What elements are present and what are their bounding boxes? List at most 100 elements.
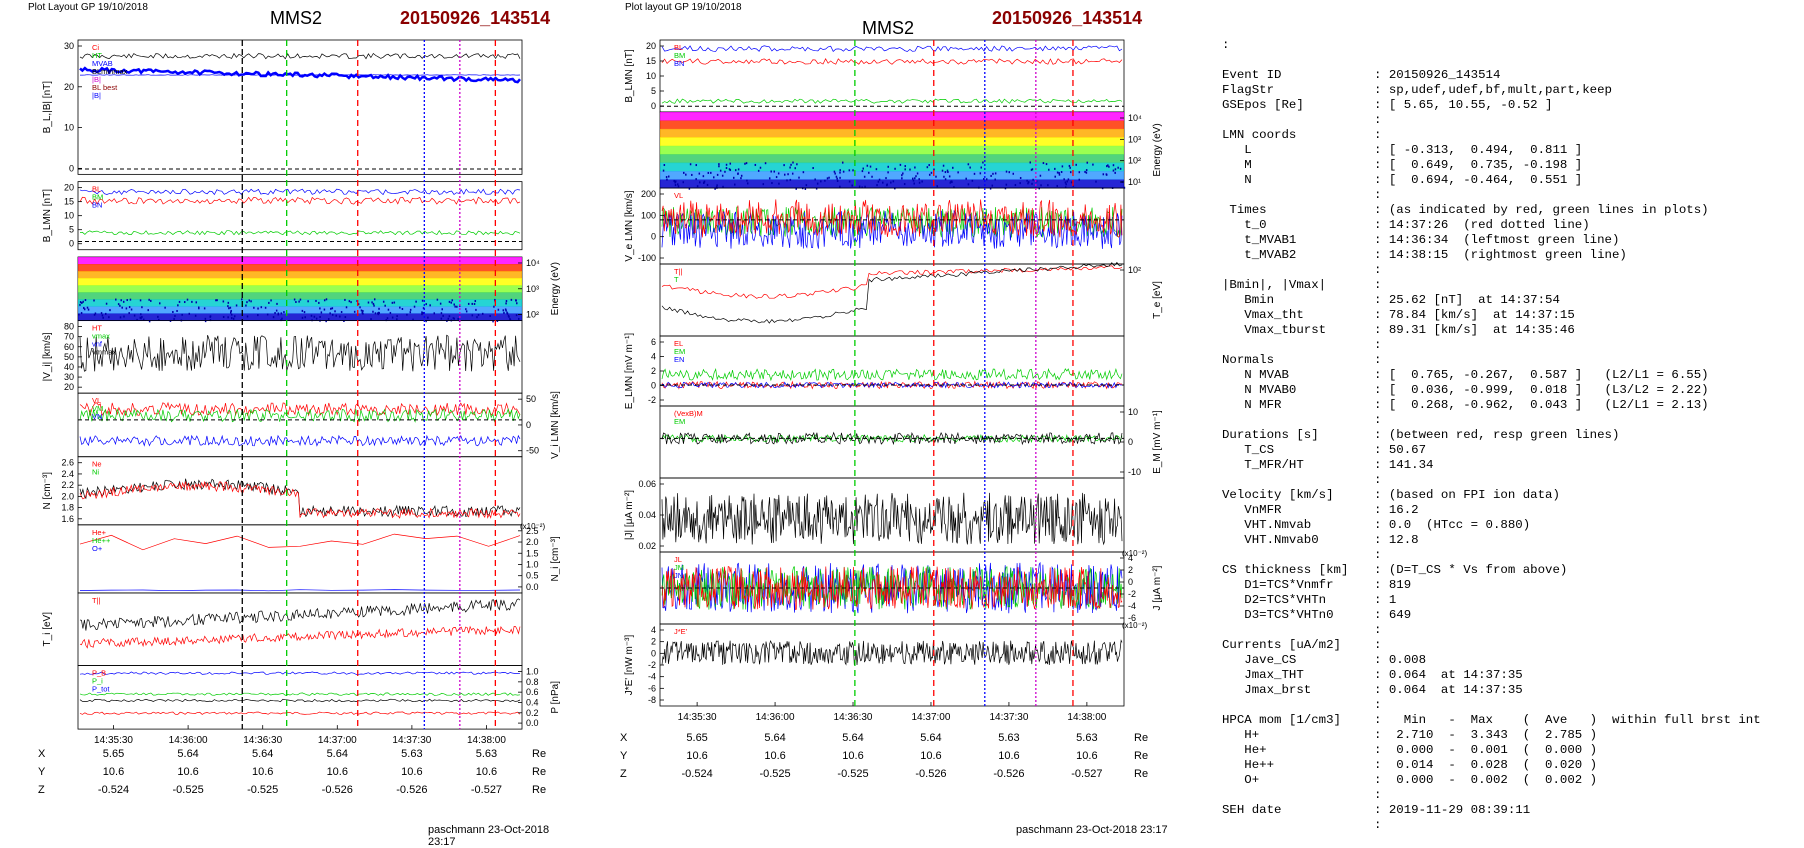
series-line [79, 66, 521, 84]
info-key: Jmax_brst [1222, 683, 1312, 697]
spectrogram-speck [989, 187, 992, 190]
y-tick-label: 0.02 [638, 541, 656, 551]
spectrogram-speck [885, 177, 887, 180]
info-row: |Bmin|, |Vmax|: [1222, 278, 1792, 293]
legend-entry: T [674, 275, 679, 284]
spectrogram-speck [777, 172, 780, 175]
pos-unit: Re [1134, 732, 1149, 744]
spectrogram-band [78, 285, 522, 293]
spectrogram-speck [120, 299, 122, 302]
spectrogram-speck [427, 316, 429, 319]
spectrogram-speck [745, 162, 748, 165]
spectrogram-speck [230, 311, 232, 314]
spectrogram-speck [448, 300, 451, 303]
spectrogram-speck [737, 168, 740, 171]
spectrogram-speck [453, 317, 455, 320]
x-tick-label: 14:35:30 [94, 735, 133, 746]
pos-axis-label: Z [38, 784, 45, 796]
y-tick-label: 4 [651, 352, 656, 362]
spectrogram-speck [696, 185, 699, 188]
panel-J: 0.06 0.04 0.02|J| [μA m⁻²] [624, 477, 1125, 553]
spectrogram-speck [1084, 170, 1086, 173]
info-value: : 0.0 (HTcc = 0.880) [1374, 518, 1531, 532]
info-value: : [1374, 548, 1382, 562]
spectrogram-speck [216, 299, 218, 302]
info-key: T_CS [1222, 443, 1275, 457]
spectrogram-speck [699, 181, 701, 184]
info-row: Times: (as indicated by red, green lines… [1222, 203, 1792, 218]
spectrogram-speck [1039, 174, 1042, 177]
info-row: N MVAB: [ 0.765, -0.267, 0.587 ] (L2/L1 … [1222, 368, 1792, 383]
spectrogram-speck [794, 167, 796, 170]
pos-unit: Re [532, 784, 547, 796]
pos-value: -0.526 [396, 784, 428, 796]
spectrogram-speck [422, 307, 425, 310]
spectrogram-speck [203, 307, 206, 310]
spectrogram-speck [683, 171, 685, 174]
spectrogram-speck [385, 319, 388, 322]
info-row: : [1222, 473, 1792, 488]
info-key: L [1222, 143, 1252, 157]
legend-entry: P_tot [92, 685, 110, 694]
spectrogram-speck [350, 301, 352, 304]
spectrogram-speck [841, 161, 844, 164]
y-axis-label: V_e LMN [km/s] [624, 190, 635, 261]
y-tick-label-right: 1.5 [526, 548, 539, 558]
spectrogram-speck [773, 170, 775, 173]
info-value: : 0.014 - 0.028 ( 0.020 ) [1374, 758, 1598, 772]
series-line [661, 98, 1123, 104]
spectrogram-speck [1035, 180, 1038, 183]
spectrogram-speck [325, 320, 327, 323]
spectrogram-speck [950, 180, 952, 183]
pos-axis-label: X [38, 748, 46, 760]
info-value: : [1374, 263, 1382, 277]
legend-entry: BM [674, 51, 685, 60]
spectrogram-speck [985, 178, 988, 181]
panel-frame [77, 39, 523, 175]
spectrogram-speck [340, 311, 343, 314]
info-value: : [1374, 278, 1382, 292]
series-line [661, 45, 1123, 52]
spectrogram-speck [946, 169, 949, 172]
y-tick-label-right: 0.4 [526, 697, 539, 707]
spectrogram-speck [373, 298, 376, 301]
info-row: VnMFR: 16.2 [1222, 503, 1792, 518]
pos-value: 10.6 [920, 750, 942, 762]
info-row: LMN coords: [1222, 128, 1792, 143]
info-row: t_MVAB2: 14:38:15 (rightmost green line) [1222, 248, 1792, 263]
spectrogram-speck [877, 180, 880, 183]
spectrogram-speck [746, 179, 748, 182]
spectrogram-speck [448, 315, 451, 318]
info-value: : 14:38:15 (rightmost green line) [1374, 248, 1627, 262]
legend-entry: vmmax [92, 348, 116, 357]
info-value: : [1374, 818, 1382, 832]
info-key: VHT.Nmvab [1222, 518, 1312, 532]
y-tick-label: -100 [638, 253, 656, 263]
spectrogram-band [660, 162, 1124, 172]
x-tick-label: 14:37:30 [392, 735, 431, 746]
spectrogram-speck [921, 180, 923, 183]
legend-entry: VN [92, 412, 102, 421]
info-value: : [1374, 188, 1382, 202]
y-tick-label: 20 [646, 41, 656, 51]
spectrogram-speck [983, 178, 985, 181]
pos-axis-label: Y [620, 750, 628, 762]
spectrogram-speck [209, 315, 211, 318]
info-row: He++: 0.014 - 0.028 ( 0.020 ) [1222, 758, 1792, 773]
spectrogram-speck [505, 309, 507, 312]
y-tick-label: 80 [64, 322, 74, 332]
y-tick-label: 10 [64, 123, 74, 133]
spectrogram-speck [331, 313, 334, 316]
spectrogram-speck [422, 312, 424, 315]
y-tick-label-right: 10 [1128, 407, 1138, 417]
spectrogram-speck [1086, 161, 1089, 164]
spectrogram-speck [1067, 178, 1070, 181]
spectrogram-speck [119, 304, 121, 307]
y-tick-label: 2 [651, 637, 656, 647]
info-row: Durations [s]: (between red, resp green … [1222, 428, 1792, 443]
info-row: N MFR: [ 0.268, -0.962, 0.043 ] (L2/L1 =… [1222, 398, 1792, 413]
spectrogram-speck [1032, 178, 1034, 181]
y-tick-label-right: -6 [1128, 613, 1136, 623]
